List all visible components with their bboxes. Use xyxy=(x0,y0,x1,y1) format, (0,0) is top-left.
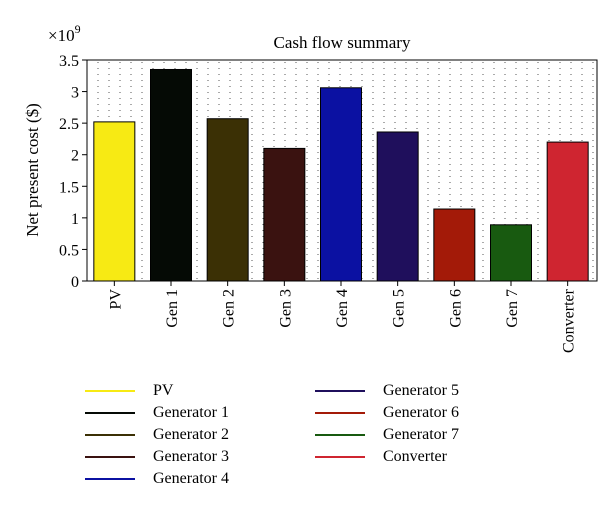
y-tick-label: 2.5 xyxy=(59,116,79,133)
legend-swatch xyxy=(85,412,135,414)
bar-gen-4 xyxy=(320,87,362,282)
y-multiplier-exponent: 9 xyxy=(75,22,81,36)
x-tick-label: Converter xyxy=(561,288,578,353)
legend-label: Generator 1 xyxy=(153,404,229,421)
legend-label: Generator 3 xyxy=(153,448,229,465)
legend-item: Generator 5 xyxy=(315,380,459,402)
legend-swatch xyxy=(85,390,135,392)
legend-swatch xyxy=(85,434,135,436)
legend-swatch xyxy=(85,456,135,458)
x-tick-label: Gen 3 xyxy=(277,289,294,328)
x-tick-label: Gen 2 xyxy=(221,289,238,328)
x-axis-ticks: PV Gen 1 Gen 2 Gen 3 Gen 4 Gen 5 Gen 6 Gen 7 Con… xyxy=(107,281,578,353)
legend-label: Generator 5 xyxy=(383,382,459,399)
legend-item: Generator 1 xyxy=(85,402,229,424)
legend-label: Generator 2 xyxy=(153,426,229,443)
x-tick-label: Gen 7 xyxy=(504,289,521,328)
legend-item: Generator 3 xyxy=(85,446,229,468)
chart-title: Cash flow summary xyxy=(274,33,411,52)
legend-item: Generator 6 xyxy=(315,402,459,424)
y-tick-label: 3.5 xyxy=(59,53,79,70)
legend-swatch xyxy=(85,478,135,480)
bar-gen-2 xyxy=(206,118,249,282)
bars xyxy=(93,68,589,282)
x-tick-label: Gen 1 xyxy=(164,289,181,328)
cash-flow-chart: Cash flow summary Net present cost ($) ×… xyxy=(23,22,598,353)
legend-label: PV xyxy=(153,382,174,399)
y-tick-label: 1.5 xyxy=(59,179,79,196)
y-axis-ticks: 0 0.5 1 1.5 2 2.5 3 3.5 xyxy=(59,53,87,291)
legend-label: Generator 7 xyxy=(383,426,459,443)
legend-swatch xyxy=(315,456,365,458)
y-tick-label: 3 xyxy=(71,85,79,102)
x-tick-label: Gen 6 xyxy=(447,289,464,328)
x-tick-label: Gen 4 xyxy=(334,289,351,328)
bar-gen-1 xyxy=(150,68,192,282)
legend-swatch xyxy=(315,434,365,436)
legend-item: Generator 4 xyxy=(85,468,229,490)
legend-item: Generator 2 xyxy=(85,424,229,446)
y-multiplier-base: ×10 xyxy=(48,26,75,45)
legend: PV Generator 1 Generator 2 Generator 3 Gener… xyxy=(0,380,600,520)
bar-gen-3 xyxy=(263,147,306,282)
legend-item: PV xyxy=(85,380,173,402)
bar-gen-5 xyxy=(376,131,419,282)
legend-item: Generator 7 xyxy=(315,424,459,446)
legend-label: Generator 4 xyxy=(153,470,229,487)
y-tick-label: 0.5 xyxy=(59,242,79,259)
bar-pv xyxy=(93,121,136,282)
legend-item: Converter xyxy=(315,446,447,468)
x-tick-label: Gen 5 xyxy=(391,289,408,328)
legend-swatch xyxy=(315,412,365,414)
bar-gen-6 xyxy=(433,208,476,282)
x-tick-label: PV xyxy=(107,289,124,310)
legend-label: Generator 6 xyxy=(383,404,459,421)
y-axis-multiplier: ×109 xyxy=(48,22,81,45)
legend-label: Converter xyxy=(383,448,447,465)
y-tick-label: 0 xyxy=(71,274,79,291)
y-axis-label: Net present cost ($) xyxy=(23,103,42,237)
y-tick-label: 1 xyxy=(71,211,79,228)
bar-gen-7 xyxy=(490,224,532,282)
y-tick-label: 2 xyxy=(71,148,79,165)
bar-converter xyxy=(546,141,589,282)
legend-swatch xyxy=(315,390,365,392)
